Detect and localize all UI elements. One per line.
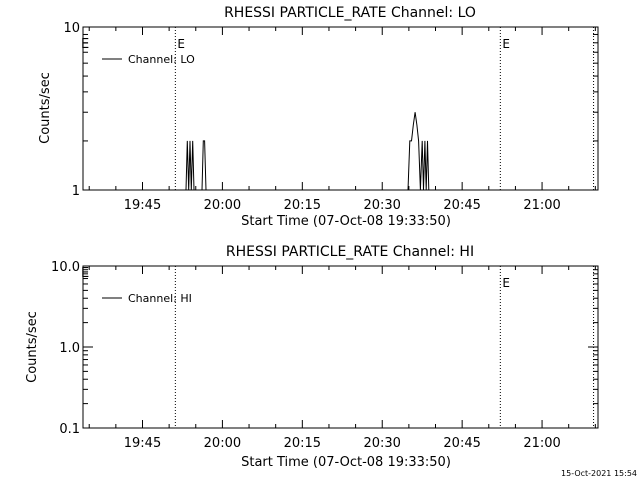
legend-entry: Channel: LO xyxy=(128,53,195,66)
x-tick-label: 21:00 xyxy=(523,436,560,451)
x-tick-label: 20:00 xyxy=(204,436,241,451)
x-tick-label: 20:00 xyxy=(204,198,241,213)
legend-entry: Channel: HI xyxy=(128,292,192,305)
chart-title: RHESSI PARTICLE_RATE Channel: HI xyxy=(226,244,474,260)
chart-panel-lo: RHESSI PARTICLE_RATE Channel: LO Counts/… xyxy=(38,5,599,229)
x-tick-label: 21:00 xyxy=(523,198,560,213)
x-tick-label: 20:45 xyxy=(443,436,480,451)
axis-ticks: 19:45 20:00 20:15 20:30 20:45 21:00 1 10 xyxy=(63,21,598,213)
event-marker-label: E xyxy=(502,37,510,51)
y-tick-label: 10.0 xyxy=(51,260,80,275)
x-axis-label: Start Time (07-Oct-08 19:33:50) xyxy=(241,214,451,229)
x-tick-label: 20:45 xyxy=(443,198,480,213)
legend: Channel: HI xyxy=(102,292,192,305)
event-marker-label: E xyxy=(502,276,510,290)
x-tick-label: 19:45 xyxy=(124,436,161,451)
legend: Channel: LO xyxy=(102,53,195,66)
x-axis-label: Start Time (07-Oct-08 19:33:50) xyxy=(241,455,451,470)
series-group xyxy=(83,112,598,191)
plot-frame xyxy=(82,265,599,429)
x-tick-label: 20:30 xyxy=(363,436,400,451)
y-tick-label: 10 xyxy=(63,21,80,36)
x-tick-label: 20:30 xyxy=(363,198,400,213)
x-tick-label: 19:45 xyxy=(124,198,161,213)
axis-ticks: 19:45 20:00 20:15 20:30 20:45 21:00 0.1 1.0 10.0 xyxy=(51,260,598,451)
timestamp-footer: 15-Oct-2021 15:54 xyxy=(561,469,637,478)
series-line xyxy=(83,112,598,191)
chart-panel-hi: RHESSI PARTICLE_RATE Channel: HI Counts/… xyxy=(25,244,599,470)
start-marker-label: E xyxy=(81,37,89,52)
chart-title: RHESSI PARTICLE_RATE Channel: LO xyxy=(224,5,476,21)
time-markers: E xyxy=(174,266,595,428)
x-tick-label: 20:15 xyxy=(284,436,321,451)
y-axis-label: Counts/sec xyxy=(25,311,40,383)
y-tick-label: 0.1 xyxy=(59,422,80,437)
plot-frame xyxy=(82,26,599,191)
y-tick-label: 1.0 xyxy=(59,341,80,356)
y-tick-label: 1 xyxy=(72,184,80,199)
y-axis-label: Counts/sec xyxy=(38,72,53,144)
x-tick-label: 20:15 xyxy=(284,198,321,213)
event-marker-label: E xyxy=(177,37,185,51)
